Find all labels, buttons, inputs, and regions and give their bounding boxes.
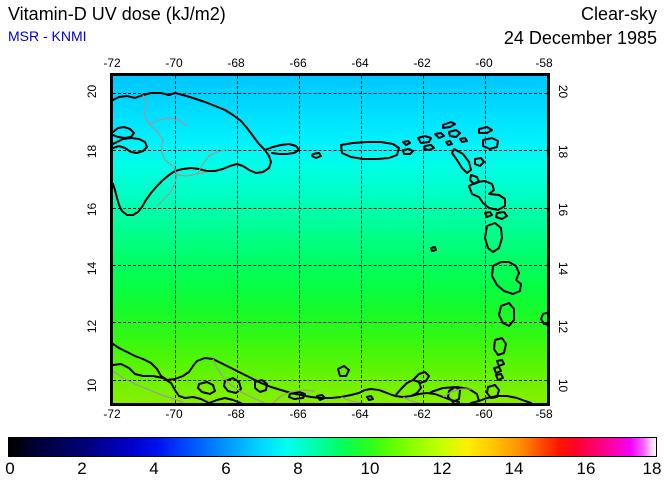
tick-left-5: 10 [85,378,100,393]
tick-top-1: -70 [165,56,183,70]
colorbar-ticks: 0 2 4 6 8 10 12 14 16 18 [0,459,665,479]
map-plot-area [110,73,550,406]
colorbar-tick-6: 12 [432,459,452,478]
map-frame [110,73,550,406]
colorbar-tick-2: 4 [149,459,159,478]
tick-right-4: 12 [556,319,571,334]
uv-dose-field [113,76,547,403]
tick-right-0: 20 [556,84,571,99]
tick-bottom-6: -60 [475,407,493,421]
tick-bottom-1: -70 [165,407,183,421]
colorbar-tick-8: 16 [576,459,596,478]
tick-bottom-7: -58 [535,407,553,421]
colorbar-tick-5: 10 [360,459,380,478]
tick-left-4: 12 [85,319,100,334]
tick-top-5: -62 [413,56,431,70]
tick-top-6: -60 [475,56,493,70]
tick-top-0: -72 [103,56,121,70]
tick-bottom-4: -64 [351,407,369,421]
sky-condition-label: Clear-sky [580,4,657,24]
colorbar-tick-1: 2 [77,459,87,478]
tick-right-1: 18 [556,144,571,159]
tick-right-3: 14 [556,261,571,276]
coastline-overlay [113,92,547,403]
date-label: 24 December 1985 [503,28,657,48]
uv-dose-gradient [113,76,547,403]
tick-bottom-2: -68 [227,407,245,421]
colorbar-tick-9: 18 [642,459,662,478]
tick-bottom-0: -72 [103,407,121,421]
tick-top-7: -58 [535,56,553,70]
colorbar-gradient [8,437,657,457]
colorbar-tick-4: 8 [293,459,303,478]
tick-left-1: 18 [85,144,100,159]
tick-right-2: 16 [556,202,571,217]
tick-left-2: 16 [85,202,100,217]
tick-top-3: -66 [289,56,307,70]
colorbar-tick-0: 0 [5,459,15,478]
page-title: Vitamin-D UV dose (kJ/m2) [8,4,226,24]
tick-left-0: 20 [85,84,100,99]
tick-top-2: -68 [227,56,245,70]
tick-top-4: -64 [351,56,369,70]
colorbar-tick-7: 14 [504,459,524,478]
tick-bottom-3: -66 [289,407,307,421]
colorbar-tick-3: 6 [221,459,231,478]
tick-right-5: 10 [556,378,571,393]
tick-left-3: 14 [85,261,100,276]
data-source-label: MSR - KNMI [8,28,87,44]
colorbar [8,437,657,457]
tick-bottom-5: -62 [413,407,431,421]
